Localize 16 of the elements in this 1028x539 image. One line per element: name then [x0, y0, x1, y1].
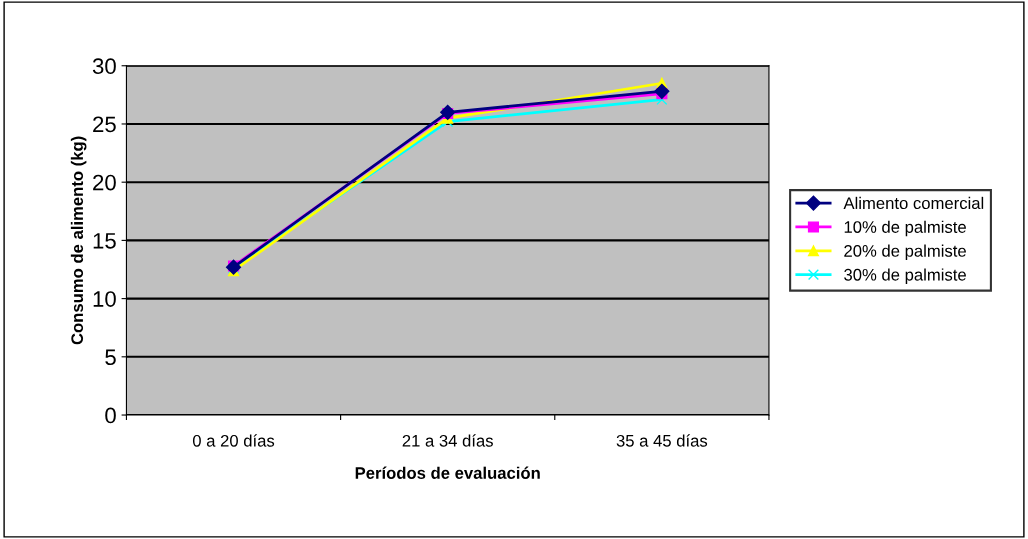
y-axis-title: Consumo de alimento (kg)	[70, 136, 87, 345]
y-tick-label: 30	[92, 58, 116, 75]
y-tick-label: 25	[93, 116, 116, 133]
x-tick-label: 35 a 45 días	[616, 434, 708, 447]
y-tick-label: 15	[93, 233, 116, 249]
x-tick-label: 21 a 34 días	[402, 434, 493, 447]
legend-label: 10% de palmiste	[844, 220, 966, 237]
x-axis-title: Períodos de evaluación	[355, 466, 540, 479]
y-tick-label: 0	[105, 407, 116, 424]
legend-label: 20% de palmiste	[844, 244, 966, 261]
legend-label: 30% de palmiste	[844, 268, 966, 284]
x-tick-label: 0 a 20 días	[192, 434, 275, 447]
y-tick-label: 20	[93, 174, 116, 191]
y-tick-label: 10	[93, 291, 116, 307]
legend-label: Alimento comercial	[843, 196, 984, 210]
y-tick-label: 5	[105, 349, 116, 366]
